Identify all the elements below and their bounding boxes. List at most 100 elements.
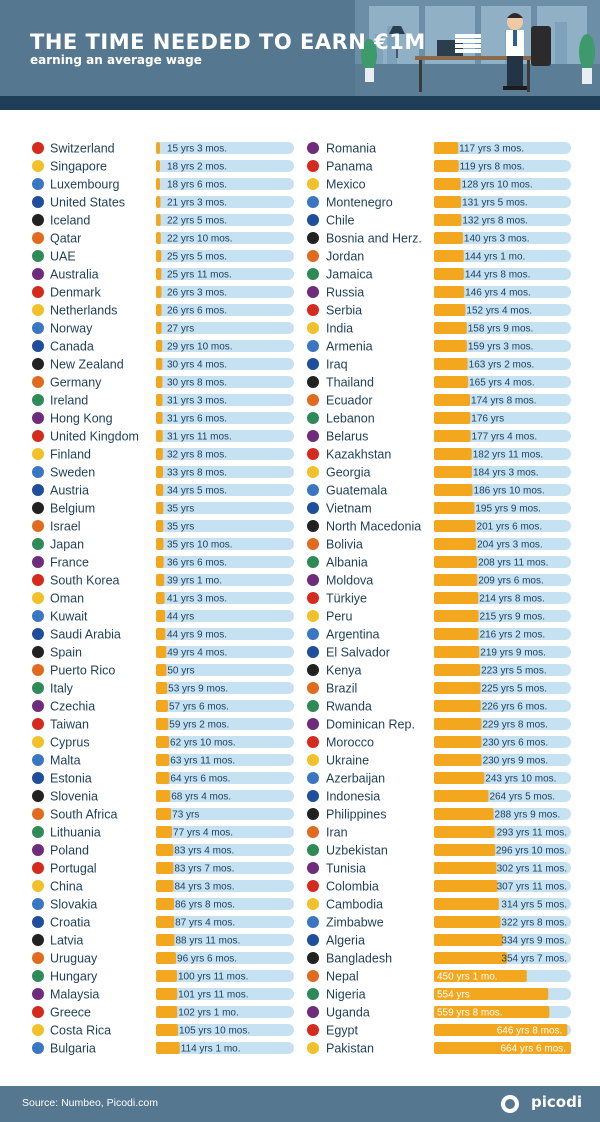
value-label: 25 yrs 11 mos. — [167, 270, 232, 281]
chart-row: UAE 25 yrs 5 mos. — [32, 250, 294, 264]
country-label: Uruguay — [50, 952, 98, 966]
flag-icon — [32, 160, 44, 172]
chart-row: Saudi Arabia 44 yrs 9 mos. — [32, 628, 294, 642]
chart-row: Luxembourg 18 yrs 6 mos. — [32, 178, 294, 192]
value-label: 84 yrs 3 mos. — [174, 882, 234, 893]
value-label: 559 yrs 8 mos. — [437, 1008, 503, 1019]
country-label: Qatar — [50, 232, 81, 246]
value-label: 186 yrs 10 mos. — [474, 486, 545, 497]
value-label: 128 yrs 10 mos. — [462, 180, 533, 191]
country-label: Rwanda — [326, 700, 372, 714]
chart-row: Israel 35 yrs — [32, 520, 294, 534]
bar — [156, 340, 163, 352]
bar — [156, 826, 173, 838]
chart-row: Uruguay 96 yrs 6 mos. — [32, 952, 294, 966]
country-label: Kuwait — [50, 610, 88, 624]
country-label: Denmark — [50, 286, 101, 300]
bar — [156, 286, 162, 298]
country-label: Costa Rica — [50, 1024, 111, 1038]
chart-row: Cambodia 314 yrs 5 mos. — [307, 898, 571, 912]
bar — [156, 1006, 178, 1018]
country-label: Tunisia — [326, 862, 366, 876]
source-note: Source: Numbeo, Picodi.com — [22, 1097, 158, 1109]
bar — [434, 790, 489, 802]
bar — [434, 808, 494, 820]
chart-row: Italy 53 yrs 9 mos. — [32, 682, 294, 696]
value-label: 354 yrs 7 mos. — [501, 954, 567, 965]
value-label: 229 yrs 8 mos. — [482, 720, 548, 731]
bar-track — [156, 520, 294, 532]
flag-icon — [32, 322, 44, 334]
country-label: Guatemala — [326, 484, 387, 498]
bar — [434, 1024, 568, 1036]
value-label: 31 yrs 3 mos. — [167, 396, 227, 407]
chart-row: Oman 41 yrs 3 mos. — [32, 592, 294, 606]
bar-track — [156, 538, 294, 550]
flag-icon — [32, 1042, 44, 1054]
value-label: 230 yrs 6 mos. — [483, 738, 549, 749]
bar — [156, 268, 162, 280]
chart-row: Spain 49 yrs 4 mos. — [32, 646, 294, 660]
bar — [156, 952, 177, 964]
footer: Source: Numbeo, Picodi.com picodi — [0, 1086, 600, 1122]
flag-icon — [32, 628, 44, 640]
country-label: Canada — [50, 340, 94, 354]
bar — [156, 322, 162, 334]
bar — [434, 250, 464, 262]
country-label: Slovakia — [50, 898, 97, 912]
flag-icon — [32, 304, 44, 316]
flag-icon — [307, 844, 319, 856]
value-label: 62 yrs 10 mos. — [170, 738, 236, 749]
country-label: Czechia — [50, 700, 95, 714]
flag-icon — [307, 574, 319, 586]
chart-row: New Zealand 30 yrs 4 mos. — [32, 358, 294, 372]
bar-track — [156, 718, 294, 730]
chart-row: Denmark 26 yrs 3 mos. — [32, 286, 294, 300]
flag-icon — [307, 394, 319, 406]
bar-track — [434, 250, 571, 262]
bar — [156, 394, 163, 406]
chart-row: Georgia 184 yrs 3 mos. — [307, 466, 571, 480]
bar-track — [434, 160, 571, 172]
bar — [156, 646, 167, 658]
value-label: 646 yrs 8 mos. — [497, 1026, 563, 1037]
chart-row: Cyprus 62 yrs 10 mos. — [32, 736, 294, 750]
country-label: Saudi Arabia — [50, 628, 121, 642]
bar — [156, 862, 174, 874]
value-label: 31 yrs 11 mos. — [167, 432, 232, 443]
country-label: Lebanon — [326, 412, 375, 426]
value-label: 57 yrs 6 mos. — [169, 702, 229, 713]
value-label: 36 yrs 6 mos. — [167, 558, 227, 569]
bar-track — [156, 556, 294, 568]
country-label: Taiwan — [50, 718, 89, 732]
flag-icon — [307, 520, 319, 532]
country-label: Switzerland — [50, 142, 115, 156]
chart-row: Greece 102 yrs 1 mo. — [32, 1006, 294, 1020]
chart-row: Rwanda 226 yrs 6 mos. — [307, 700, 571, 714]
bar-track — [434, 142, 571, 154]
country-label: Albania — [326, 556, 368, 570]
chart-row: Canada 29 yrs 10 mos. — [32, 340, 294, 354]
value-label: 177 yrs 4 mos. — [472, 432, 538, 443]
bar — [434, 934, 504, 946]
chart-row: Iraq 163 yrs 2 mos. — [307, 358, 571, 372]
bar — [156, 214, 161, 226]
chart-row: Tunisia 302 yrs 11 mos. — [307, 862, 571, 876]
chart-row: Mexico 128 yrs 10 mos. — [307, 178, 571, 192]
flag-icon — [32, 340, 44, 352]
value-label: 243 yrs 10 mos. — [485, 774, 556, 785]
country-label: Hungary — [50, 970, 98, 984]
flag-icon — [32, 862, 44, 874]
country-label: Russia — [326, 286, 364, 300]
chart-row: Chile 132 yrs 8 mos. — [307, 214, 571, 228]
country-label: Greece — [50, 1006, 91, 1020]
bar — [434, 538, 477, 550]
flag-icon — [32, 538, 44, 550]
chart-row: Switzerland 15 yrs 3 mos. — [32, 142, 294, 156]
bar-track — [156, 142, 294, 154]
country-label: Belarus — [326, 430, 368, 444]
value-label: 15 yrs 3 mos. — [167, 144, 227, 155]
value-label: 119 yrs 8 mos. — [460, 162, 525, 173]
flag-icon — [307, 592, 319, 604]
bar-track — [156, 394, 294, 406]
